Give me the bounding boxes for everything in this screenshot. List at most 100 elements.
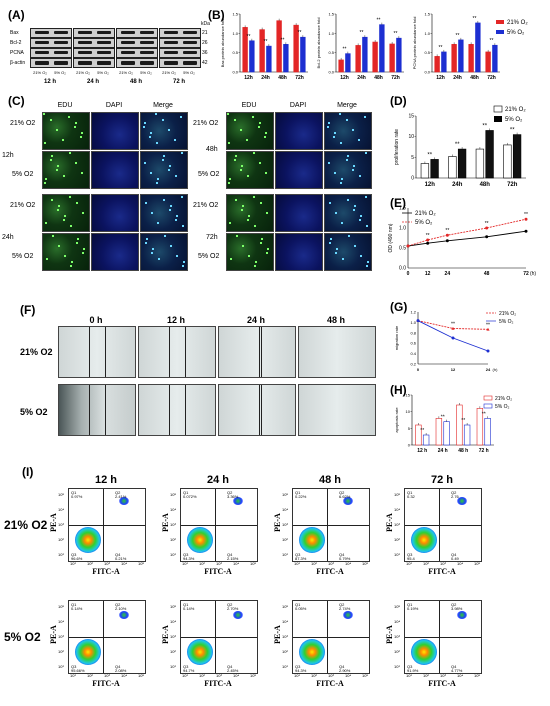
x-axis-label: (h) bbox=[493, 367, 499, 372]
bar bbox=[259, 29, 265, 73]
wound-image bbox=[218, 384, 296, 436]
significance-label: ** bbox=[394, 31, 398, 37]
y-axis-label: Bax protein abundance fold bbox=[220, 19, 225, 68]
edu-dot bbox=[354, 245, 356, 247]
category-label: 12h bbox=[340, 75, 349, 81]
edu-dot bbox=[234, 119, 236, 121]
edu-dot bbox=[229, 222, 231, 224]
blot-block bbox=[30, 58, 72, 68]
edu-dot bbox=[43, 113, 45, 115]
edu-dot bbox=[342, 258, 344, 260]
quadrant-line-h bbox=[181, 525, 257, 526]
blot-band bbox=[140, 41, 154, 44]
blot-lane-label: 21% O₂ bbox=[76, 70, 90, 75]
bar bbox=[456, 404, 463, 446]
edu-image-blue bbox=[91, 194, 139, 232]
data-point bbox=[524, 229, 528, 233]
bar bbox=[484, 418, 491, 446]
edu-dot bbox=[246, 139, 248, 141]
bar bbox=[300, 36, 306, 73]
y-tick-label: 1.0 bbox=[410, 320, 416, 325]
x-tick-label: 10² bbox=[199, 561, 205, 566]
blot-block bbox=[159, 48, 201, 58]
quadrant-line-v bbox=[215, 601, 216, 673]
edu-dot bbox=[335, 252, 337, 254]
edu-dot bbox=[70, 225, 72, 227]
blot-block bbox=[116, 58, 158, 68]
x-tick-label: 10³ bbox=[440, 673, 446, 678]
significance-label: ** bbox=[486, 322, 490, 328]
blot-time-label: 24 h bbox=[86, 79, 99, 85]
x-tick-label: 48 bbox=[484, 271, 490, 277]
blot-block bbox=[159, 58, 201, 68]
edu-dot bbox=[258, 126, 260, 128]
wound-healing-grid: 0 h 12 h 24 h 48 h 21% O2 5% O2 bbox=[0, 300, 390, 436]
bar bbox=[389, 43, 395, 73]
quadrant-value: 0.05% bbox=[295, 606, 307, 611]
y-tick-label: 10⁵ bbox=[394, 604, 401, 609]
y-tick-label: 0.8 bbox=[410, 330, 416, 335]
edu-row-label: 21% O2 bbox=[10, 120, 36, 127]
edu-image-merge bbox=[140, 112, 188, 150]
panel-label-c: (C) bbox=[8, 94, 25, 108]
edu-dot bbox=[267, 248, 269, 250]
panel-label-d: (D) bbox=[390, 94, 407, 108]
bar bbox=[266, 45, 272, 73]
blot-band bbox=[140, 31, 154, 34]
quadrant-line-v bbox=[439, 489, 440, 561]
blot-band bbox=[164, 61, 178, 65]
flow-plot: Q1 0.05% Q2 2.74% Q3 94.3% Q4 2.90% bbox=[292, 600, 370, 674]
x-tick-label: 10⁵ bbox=[138, 673, 145, 678]
edu-dot bbox=[335, 212, 337, 214]
y-tick-label: 10² bbox=[282, 537, 288, 542]
blot-band bbox=[164, 51, 178, 54]
edu-dot bbox=[150, 172, 152, 174]
edu-image-green bbox=[42, 112, 90, 150]
bar bbox=[345, 53, 351, 73]
edu-dot bbox=[353, 165, 355, 167]
blot-band bbox=[97, 41, 111, 44]
wound-image bbox=[218, 326, 296, 378]
panel-label-f: (F) bbox=[20, 303, 36, 317]
x-tick-label: 24 bbox=[486, 367, 491, 372]
blot-band bbox=[183, 41, 197, 44]
cell-cluster bbox=[233, 497, 243, 505]
y-tick-label: 10⁴ bbox=[394, 619, 401, 624]
edu-image-blue bbox=[91, 151, 139, 189]
significance-label: ** bbox=[456, 33, 460, 39]
quadrant-label: Q4 bbox=[451, 664, 457, 669]
edu-dot bbox=[169, 209, 171, 211]
cell-cluster bbox=[343, 611, 353, 619]
significance-label: ** bbox=[455, 142, 460, 148]
y-tick-label: 15 bbox=[408, 114, 414, 120]
x-tick-label: 10⁴ bbox=[121, 673, 128, 678]
quadrant-line-v bbox=[103, 601, 104, 673]
blot-lane-label: 21% O₂ bbox=[162, 70, 176, 75]
significance-label: ** bbox=[461, 418, 465, 424]
legend-e: 21% O₂ 5% O₂ bbox=[402, 211, 436, 226]
y-tick-label: 0.4 bbox=[410, 351, 416, 356]
x-tick-label: 10² bbox=[87, 673, 93, 678]
blot-block bbox=[73, 38, 115, 48]
y-tick-label: 10³ bbox=[170, 522, 176, 527]
y-tick-label: 10² bbox=[394, 649, 400, 654]
quadrant-line-h bbox=[181, 637, 257, 638]
significance-label: ** bbox=[441, 415, 445, 421]
edu-dot bbox=[261, 238, 263, 240]
flow-y-axis-label: PE-A bbox=[384, 625, 394, 644]
flow-time-label: 12 h bbox=[94, 474, 117, 486]
y-tick-label: 0 bbox=[408, 443, 411, 448]
wound-edge-line bbox=[105, 327, 106, 377]
quadrant-value: 94.3% bbox=[183, 556, 195, 561]
edu-dot bbox=[155, 113, 157, 115]
bar bbox=[422, 434, 430, 446]
x-tick-label: 10³ bbox=[104, 673, 110, 678]
western-blot: Bax Bcl-2 PCNA β-actin kDa 21 26 36 42 21% O₂ 5% O… bbox=[10, 21, 210, 91]
category-label: 72h bbox=[295, 75, 304, 81]
edu-dot bbox=[229, 178, 231, 180]
panel-label-i: (I) bbox=[22, 465, 34, 479]
quadrant-value: 3.36% bbox=[227, 494, 239, 499]
wound-image bbox=[58, 384, 136, 436]
x-tick-label: 10⁴ bbox=[345, 673, 352, 678]
edu-dot bbox=[266, 212, 268, 214]
